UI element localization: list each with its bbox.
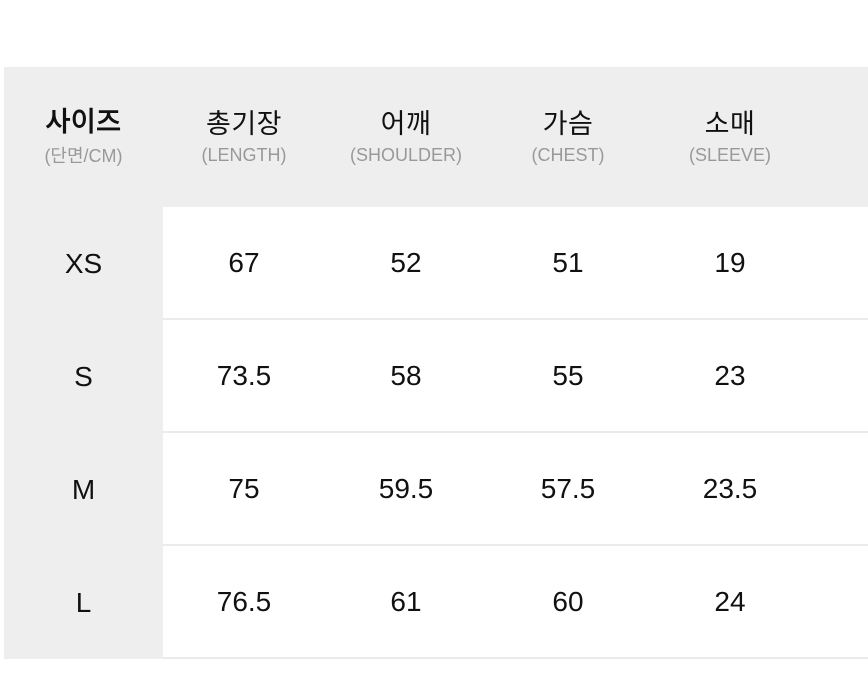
size-cell: M [4,433,163,546]
filler-cell [811,320,868,433]
header-sublabel-shoulder: (SHOULDER) [349,144,462,165]
table-body: XS 67 52 51 19 S 73.5 58 55 23 M 75 59.5… [4,207,868,659]
measurement-cell: 73.5 [163,320,325,433]
measurement-cell: 76.5 [163,546,325,659]
header-sublabel-chest: (CHEST) [531,144,605,165]
header-label-sleeve: 소매 [704,109,756,140]
table-row: L 76.5 61 60 24 [4,546,868,659]
measurement-cell: 24 [649,546,811,659]
header-sublabel-size: (단면/CM) [44,146,123,167]
measurement-cell: 51 [487,207,649,320]
filler-cell [811,546,868,659]
header-cell-length: 총기장 (LENGTH) [163,67,325,207]
measurement-cell: 55 [487,320,649,433]
size-cell: S [4,320,163,433]
table-row: S 73.5 58 55 23 [4,320,868,433]
header-cell-chest: 가슴 (CHEST) [487,67,649,207]
header-label-length: 총기장 [205,109,283,140]
measurement-cell: 57.5 [487,433,649,546]
filler-cell [811,207,868,320]
measurement-cell: 61 [325,546,487,659]
measurement-cell: 23.5 [649,433,811,546]
header-cell-size: 사이즈 (단면/CM) [4,67,163,207]
filler-cell [811,433,868,546]
measurement-cell: 59.5 [325,433,487,546]
measurement-cell: 52 [325,207,487,320]
header-cell-filler [811,67,868,207]
size-chart: 사이즈 (단면/CM) 총기장 (LENGTH) 어깨 (SHOULDER) 가… [4,67,868,659]
header-sublabel-length: (LENGTH) [201,144,287,165]
header-sublabel-sleeve: (SLEEVE) [688,144,772,165]
size-chart-table: 사이즈 (단면/CM) 총기장 (LENGTH) 어깨 (SHOULDER) 가… [4,67,868,659]
measurement-cell: 60 [487,546,649,659]
measurement-cell: 23 [649,320,811,433]
header-label-size: 사이즈 [45,106,122,137]
table-row: XS 67 52 51 19 [4,207,868,320]
size-cell: XS [4,207,163,320]
measurement-cell: 58 [325,320,487,433]
measurement-cell: 67 [163,207,325,320]
measurement-cell: 75 [163,433,325,546]
header-row: 사이즈 (단면/CM) 총기장 (LENGTH) 어깨 (SHOULDER) 가… [4,67,868,207]
measurement-cell: 19 [649,207,811,320]
table-header: 사이즈 (단면/CM) 총기장 (LENGTH) 어깨 (SHOULDER) 가… [4,67,868,207]
size-cell: L [4,546,163,659]
header-label-shoulder: 어깨 [380,109,432,140]
table-row: M 75 59.5 57.5 23.5 [4,433,868,546]
header-label-chest: 가슴 [542,109,594,140]
header-cell-shoulder: 어깨 (SHOULDER) [325,67,487,207]
header-cell-sleeve: 소매 (SLEEVE) [649,67,811,207]
